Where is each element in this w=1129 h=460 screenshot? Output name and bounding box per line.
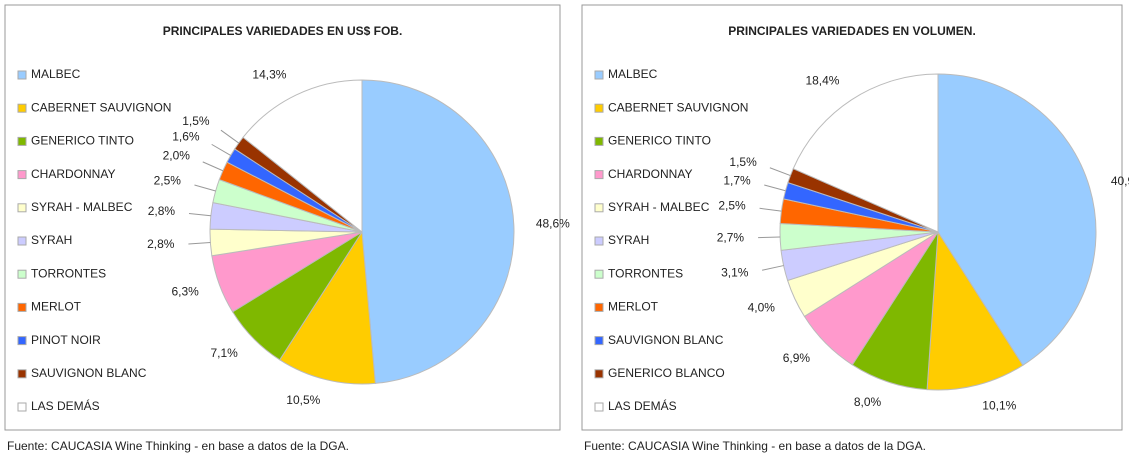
leader-line: [762, 265, 784, 271]
data-label: 6,9%: [783, 351, 811, 365]
legend-swatch: [17, 170, 27, 180]
legend-swatch: [17, 302, 27, 312]
legend-label: SYRAH - MALBEC: [608, 200, 710, 214]
legend-swatch: [594, 302, 604, 312]
legend-label: CHARDONNAY: [608, 167, 692, 181]
source-note: Fuente: CAUCASIA Wine Thinking - en base…: [7, 439, 349, 453]
pie-slice: [792, 73, 939, 233]
data-label: 2,5%: [718, 199, 746, 213]
legend-swatch: [17, 103, 27, 113]
leader-line: [769, 167, 791, 177]
legend-swatch: [594, 103, 604, 113]
legend-label: CHARDONNAY: [31, 167, 115, 181]
data-label: 6,3%: [171, 285, 199, 299]
leader-line: [759, 207, 782, 212]
data-label: 14,3%: [252, 67, 286, 81]
leader-line: [188, 212, 211, 217]
legend-label: CABERNET SAUVIGNON: [608, 100, 748, 114]
legend-label: MERLOT: [608, 300, 659, 314]
data-label: 2,8%: [148, 204, 176, 218]
pie-slice: [279, 230, 376, 385]
legend-label: SYRAH - MALBEC: [31, 200, 133, 214]
data-label: 2,7%: [717, 230, 745, 244]
leader-line: [764, 184, 786, 192]
data-label: 10,5%: [286, 393, 320, 407]
legend-label: MALBEC: [608, 67, 658, 81]
chart-title: PRINCIPALES VARIEDADES EN VOLUMEN.: [728, 24, 976, 38]
legend-swatch: [594, 402, 604, 412]
legend-swatch: [594, 336, 604, 346]
pie-slice: [242, 79, 363, 234]
data-label: 40,9%: [1111, 174, 1129, 188]
pie-slice: [937, 73, 1097, 366]
legend-label: TORRONTES: [608, 266, 683, 280]
legend-label: LAS DEMÁS: [608, 398, 677, 413]
legend-swatch: [17, 70, 27, 80]
leader-line: [220, 129, 240, 144]
chart-title: PRINCIPALES VARIEDADES EN US$ FOB.: [163, 24, 403, 38]
legend-swatch: [17, 236, 27, 246]
data-label: 1,6%: [172, 129, 200, 143]
legend-swatch: [17, 402, 27, 412]
legend-swatch: [17, 203, 27, 213]
legend-label: SAUVIGNON BLANC: [608, 333, 724, 347]
leader-line: [188, 241, 211, 245]
data-label: 18,4%: [805, 74, 839, 88]
data-label: 3,1%: [721, 265, 749, 279]
legend-label: CABERNET SAUVIGNON: [31, 100, 171, 114]
legend-label: MALBEC: [31, 67, 81, 81]
leader-line: [202, 161, 224, 172]
data-label: 48,6%: [536, 217, 570, 231]
leader-line: [758, 236, 781, 239]
data-label: 1,5%: [182, 114, 210, 128]
legend-swatch: [594, 136, 604, 146]
legend-swatch: [594, 70, 604, 80]
data-label: 2,8%: [147, 237, 175, 251]
data-label: 1,5%: [729, 155, 757, 169]
data-label: 4,0%: [748, 300, 776, 314]
legend-label: MERLOT: [31, 300, 82, 314]
data-label: 2,0%: [163, 148, 191, 162]
data-label: 2,5%: [154, 173, 182, 187]
legend-swatch: [17, 369, 27, 379]
leader-line: [211, 143, 231, 156]
data-label: 10,1%: [982, 399, 1016, 413]
legend-swatch: [17, 269, 27, 279]
pie-slice: [361, 79, 515, 384]
legend-swatch: [594, 170, 604, 180]
legend-swatch: [17, 336, 27, 346]
leader-line: [194, 184, 216, 192]
legend-swatch: [594, 369, 604, 379]
source-note: Fuente: CAUCASIA Wine Thinking - en base…: [584, 439, 926, 453]
legend-swatch: [594, 269, 604, 279]
data-label: 7,1%: [210, 346, 238, 360]
legend-label: SAUVIGNON BLANC: [31, 366, 147, 380]
pie-slice: [926, 230, 1024, 391]
legend-label: GENERICO TINTO: [31, 134, 134, 148]
legend-swatch: [594, 236, 604, 246]
legend-label: GENERICO BLANCO: [608, 366, 725, 380]
data-label: 8,0%: [854, 395, 882, 409]
legend-label: TORRONTES: [31, 266, 106, 280]
data-label: 1,7%: [723, 173, 751, 187]
legend-label: GENERICO TINTO: [608, 134, 711, 148]
legend-label: LAS DEMÁS: [31, 398, 100, 413]
legend-label: SYRAH: [608, 233, 649, 247]
legend-swatch: [594, 203, 604, 213]
legend-label: SYRAH: [31, 233, 72, 247]
legend-swatch: [17, 136, 27, 146]
legend-label: PINOT NOIR: [31, 333, 101, 347]
